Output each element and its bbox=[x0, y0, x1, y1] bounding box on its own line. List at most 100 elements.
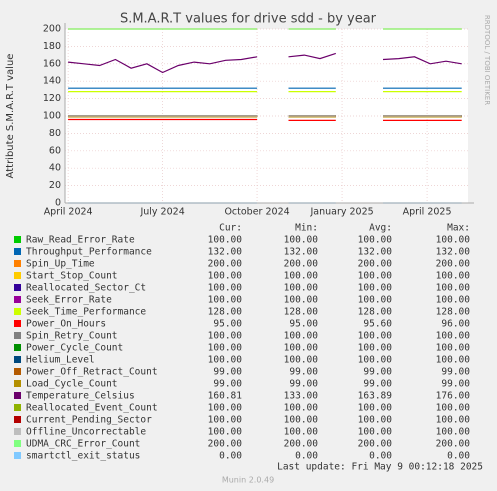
legend-swatch bbox=[14, 416, 21, 423]
y-tick-label: 80 bbox=[49, 128, 61, 139]
legend-stat: 99.00 bbox=[363, 379, 392, 390]
legend-stat: 100.00 bbox=[436, 283, 471, 294]
legend-stat: 163.89 bbox=[358, 391, 393, 402]
legend-stat: 100.00 bbox=[284, 331, 319, 342]
legend-label: Seek_Error_Rate bbox=[26, 295, 112, 306]
side-label: RRDTOOL / TOBI OETIKER bbox=[483, 15, 491, 105]
legend-label: Raw_Read_Error_Rate bbox=[26, 235, 135, 246]
legend-stat: 200.00 bbox=[208, 439, 243, 450]
series-line bbox=[68, 118, 462, 121]
y-tick-label: 200 bbox=[43, 24, 61, 35]
legend-label: UDMA_CRC_Error_Count bbox=[26, 439, 140, 450]
legend-stat: 132.00 bbox=[436, 247, 471, 258]
legend-stat: 200.00 bbox=[358, 259, 393, 270]
x-tick-label: January 2025 bbox=[309, 207, 373, 218]
y-tick-label: 160 bbox=[43, 58, 61, 69]
legend-swatch bbox=[14, 404, 21, 411]
legend-swatch bbox=[14, 440, 21, 447]
legend-stat: 100.00 bbox=[436, 235, 471, 246]
column-header: Avg: bbox=[369, 223, 392, 234]
legend-stat: 133.00 bbox=[284, 391, 319, 402]
column-header: Min: bbox=[295, 223, 318, 234]
legend-stat: 100.00 bbox=[358, 343, 393, 354]
legend-stat: 0.00 bbox=[295, 451, 318, 462]
legend-stat: 200.00 bbox=[284, 439, 319, 450]
legend-stat: 100.00 bbox=[284, 235, 319, 246]
legend-stat: 100.00 bbox=[436, 427, 471, 438]
legend-stat: 128.00 bbox=[208, 307, 243, 318]
legend-stat: 200.00 bbox=[436, 439, 471, 450]
legend-stat: 132.00 bbox=[358, 247, 393, 258]
legend-stat: 200.00 bbox=[208, 259, 243, 270]
legend-stat: 100.00 bbox=[284, 343, 319, 354]
y-axis-label: Attribute S.M.A.R.T value bbox=[5, 54, 16, 179]
legend-stat: 100.00 bbox=[358, 271, 393, 282]
legend-swatch bbox=[14, 260, 21, 267]
legend-swatch bbox=[14, 380, 21, 387]
legend-stat: 99.00 bbox=[441, 367, 470, 378]
footer: Munin 2.0.49 bbox=[222, 476, 274, 485]
legend-label: Offline_Uncorrectable bbox=[26, 427, 146, 438]
legend-label: Current_Pending_Sector bbox=[26, 415, 152, 426]
legend-swatch bbox=[14, 428, 21, 435]
legend-label: Power_Cycle_Count bbox=[26, 343, 123, 354]
legend-stat: 99.00 bbox=[441, 379, 470, 390]
legend-stat: 0.00 bbox=[369, 451, 392, 462]
legend-stat: 100.00 bbox=[208, 271, 243, 282]
legend-swatch bbox=[14, 284, 21, 291]
legend-stat: 200.00 bbox=[284, 259, 319, 270]
legend-label: Power_On_Hours bbox=[26, 319, 106, 330]
legend-stat: 160.81 bbox=[208, 391, 243, 402]
legend-stat: 100.00 bbox=[284, 271, 319, 282]
legend-stat: 100.00 bbox=[284, 427, 319, 438]
legend-stat: 200.00 bbox=[358, 439, 393, 450]
legend-label: Reallocated_Sector_Ct bbox=[26, 283, 146, 294]
legend-stat: 128.00 bbox=[436, 307, 471, 318]
legend-stat: 100.00 bbox=[284, 295, 319, 306]
y-tick-label: 120 bbox=[43, 93, 61, 104]
legend-stat: 100.00 bbox=[208, 331, 243, 342]
legend-label: Seek_Time_Performance bbox=[26, 307, 146, 318]
y-tick-label: 140 bbox=[43, 76, 61, 87]
legend-stat: 200.00 bbox=[436, 259, 471, 270]
legend-label: Throughput_Performance bbox=[26, 247, 152, 258]
legend-stat: 100.00 bbox=[358, 355, 393, 366]
legend-stat: 100.00 bbox=[208, 235, 243, 246]
legend-stat: 100.00 bbox=[358, 415, 393, 426]
legend-stat: 0.00 bbox=[219, 451, 242, 462]
legend-stat: 95.00 bbox=[213, 319, 242, 330]
legend-stat: 96.00 bbox=[441, 319, 470, 330]
y-tick-label: 0 bbox=[55, 198, 61, 209]
legend-stat: 100.00 bbox=[436, 355, 471, 366]
legend-stat: 0.00 bbox=[447, 451, 470, 462]
legend-swatch bbox=[14, 308, 21, 315]
y-tick-label: 180 bbox=[43, 41, 61, 52]
legend-swatch bbox=[14, 272, 21, 279]
legend-stat: 100.00 bbox=[358, 295, 393, 306]
legend-stat: 100.00 bbox=[208, 403, 243, 414]
legend-stat: 132.00 bbox=[284, 247, 319, 258]
legend-swatch bbox=[14, 452, 21, 459]
legend-label: Helium_Level bbox=[26, 355, 95, 366]
legend-stat: 176.00 bbox=[436, 391, 471, 402]
legend-stat: 95.60 bbox=[363, 319, 392, 330]
legend-stat: 100.00 bbox=[284, 283, 319, 294]
legend-label: Temperature_Celsius bbox=[26, 391, 135, 402]
x-tick-label: April 2025 bbox=[403, 207, 452, 218]
legend-stat: 100.00 bbox=[208, 343, 243, 354]
legend-stat: 100.00 bbox=[208, 283, 243, 294]
legend-swatch bbox=[14, 296, 21, 303]
legend-stat: 100.00 bbox=[436, 403, 471, 414]
legend-label: smartctl_exit_status bbox=[26, 451, 140, 462]
last-update: Last update: Fri May 9 00:12:18 2025 bbox=[277, 462, 483, 473]
legend-swatch bbox=[14, 392, 21, 399]
legend-stat: 99.00 bbox=[213, 379, 242, 390]
legend-stat: 128.00 bbox=[358, 307, 393, 318]
legend-stat: 128.00 bbox=[284, 307, 319, 318]
y-tick-label: 60 bbox=[49, 145, 61, 156]
column-header: Cur: bbox=[219, 223, 242, 234]
y-tick-label: 40 bbox=[49, 163, 61, 174]
y-tick-label: 20 bbox=[49, 180, 61, 191]
x-tick-label: July 2024 bbox=[139, 207, 184, 218]
legend-stat: 100.00 bbox=[358, 235, 393, 246]
